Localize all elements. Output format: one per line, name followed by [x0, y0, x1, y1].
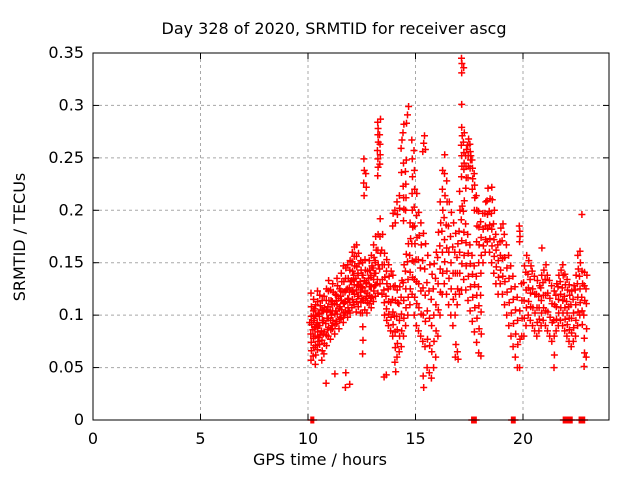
x-tick-label: 0	[88, 429, 98, 448]
y-tick-label: 0.35	[48, 43, 84, 62]
x-tick-label: 10	[298, 429, 318, 448]
series-SRMTID	[306, 54, 591, 424]
y-tick-label: 0.05	[48, 358, 84, 377]
tick-labels: 0 5 10 15 20 0 0.05 0.1 0.15 0.2 0.25 0.3 0.35	[48, 43, 533, 448]
axes	[92, 52, 610, 421]
x-tick-label: 15	[405, 429, 425, 448]
data-points	[306, 54, 591, 424]
y-tick-label: 0	[74, 410, 84, 429]
plot-border	[92, 52, 610, 421]
y-tick-label: 0.25	[48, 148, 84, 167]
x-tick-label: 5	[195, 429, 205, 448]
x-axis-label: GPS time / hours	[253, 450, 387, 469]
chart-title: Day 328 of 2020, SRMTID for receiver asc…	[162, 19, 507, 38]
grid-lines	[93, 53, 609, 420]
y-tick-label: 0.15	[48, 253, 84, 272]
y-tick-label: 0.3	[59, 95, 84, 114]
y-axis-label: SRMTID / TECUs	[10, 173, 29, 302]
y-tick-label: 0.1	[59, 305, 84, 324]
x-tick-label: 20	[513, 429, 533, 448]
y-tick-label: 0.2	[59, 200, 84, 219]
